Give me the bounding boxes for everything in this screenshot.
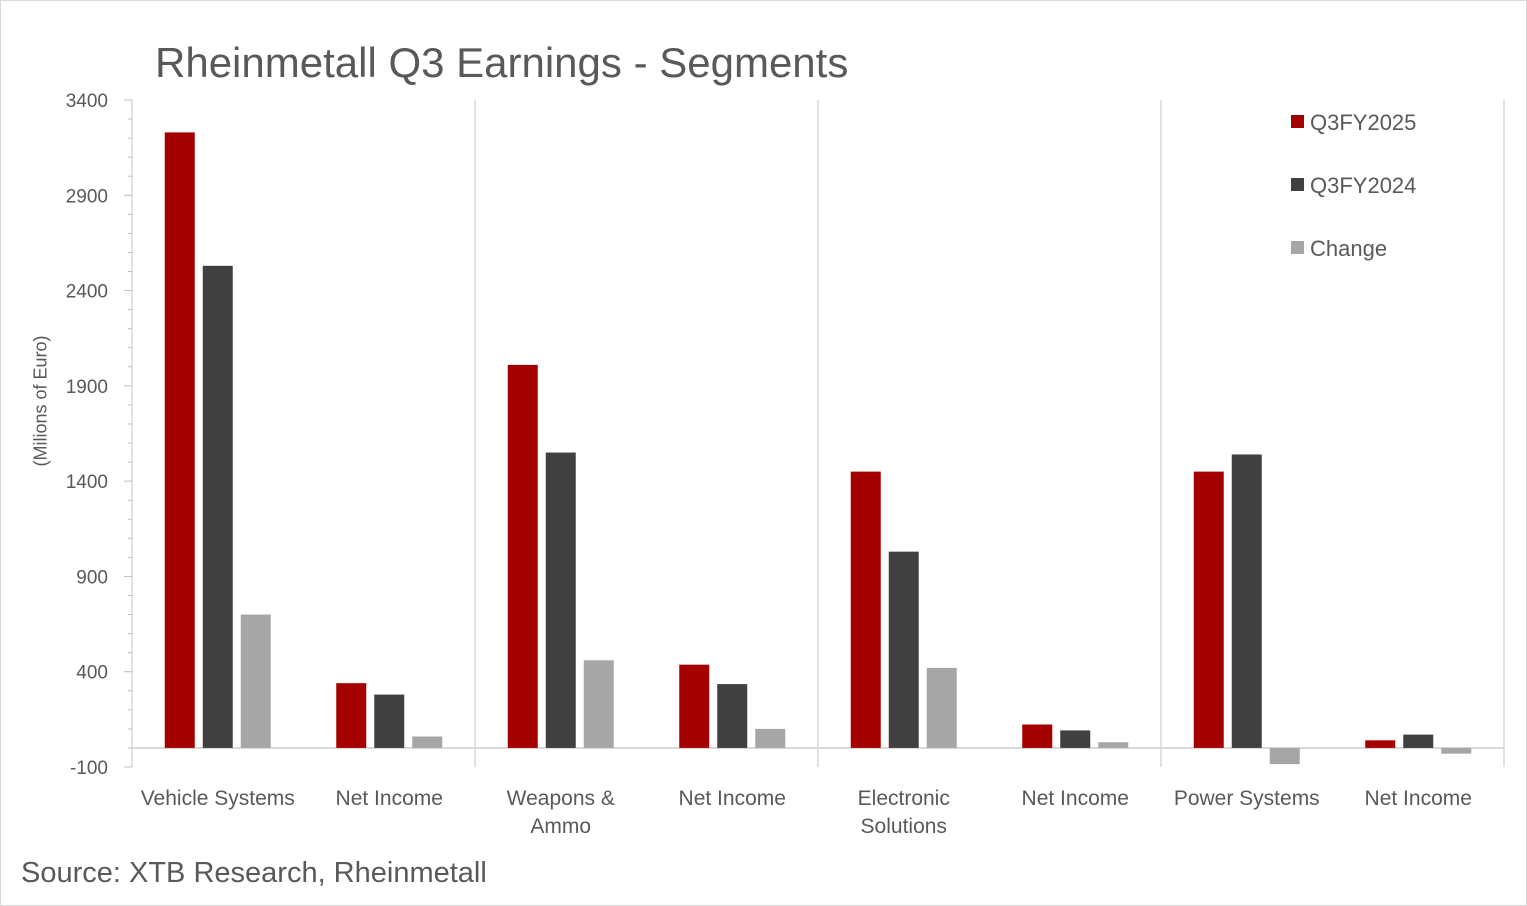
bar-change [1098, 742, 1129, 748]
bar-change [1269, 747, 1300, 765]
y-tick-label: 2900 [66, 186, 108, 207]
bar-q3fy2024 [1231, 454, 1262, 748]
bar-change [1441, 747, 1472, 754]
bar-q3fy2024 [202, 265, 233, 748]
legend-swatch-q3fy2025 [1291, 115, 1304, 128]
bar-q3fy2025 [679, 664, 710, 748]
bar-chart: 3400 2900 2400 1900 1400 900 400 -100 Vehicle Sy… [66, 91, 1505, 838]
y-tick-label: 900 [76, 567, 108, 588]
x-tick-label: Solutions [861, 815, 947, 838]
x-tick-label: Ammo [530, 815, 591, 838]
x-tick-label: Net Income [1365, 787, 1472, 810]
legend-label: Q3FY2024 [1310, 173, 1416, 198]
bar-q3fy2025 [1365, 740, 1396, 748]
y-tick-label: 2400 [66, 282, 108, 303]
y-tick-label: 3400 [66, 91, 108, 112]
bar-q3fy2025 [1193, 471, 1224, 748]
bar-q3fy2025 [336, 683, 367, 748]
chart-title: Rheinmetall Q3 Earnings - Segments [155, 39, 849, 86]
bar-change [926, 667, 957, 748]
bar-q3fy2025 [1022, 724, 1053, 748]
bar-q3fy2024 [717, 684, 748, 748]
x-tick-label: Net Income [679, 787, 786, 810]
bar-q3fy2024 [888, 551, 919, 748]
bar-q3fy2025 [850, 471, 881, 748]
bar-q3fy2025 [164, 132, 195, 748]
y-tick-label: 1400 [66, 472, 108, 493]
x-tick-label: Net Income [1022, 787, 1129, 810]
bar-change [583, 660, 614, 748]
bar-q3fy2024 [1060, 730, 1091, 748]
y-tick-label: -100 [70, 758, 108, 779]
bar-q3fy2024 [374, 694, 405, 748]
legend-label: Q3FY2025 [1310, 110, 1416, 135]
source-note: Source: XTB Research, Rheinmetall [21, 857, 487, 889]
bar-q3fy2024 [545, 452, 576, 748]
x-tick-label: Power Systems [1174, 787, 1320, 810]
legend-swatch-change [1291, 241, 1304, 254]
y-tick-label: 400 [76, 663, 108, 684]
legend-swatch-q3fy2024 [1291, 178, 1304, 191]
legend-label: Change [1310, 236, 1387, 261]
bar-q3fy2024 [1403, 734, 1434, 748]
bar-change [755, 728, 786, 748]
x-tick-label: Electronic [858, 787, 950, 810]
x-tick-label: Weapons & [507, 787, 615, 810]
bar-q3fy2025 [507, 364, 538, 748]
bar-change [412, 736, 443, 748]
x-tick-label: Net Income [336, 787, 443, 810]
y-tick-label: 1900 [66, 377, 108, 398]
x-tick-label: Vehicle Systems [141, 787, 295, 810]
bar-change [240, 614, 271, 748]
